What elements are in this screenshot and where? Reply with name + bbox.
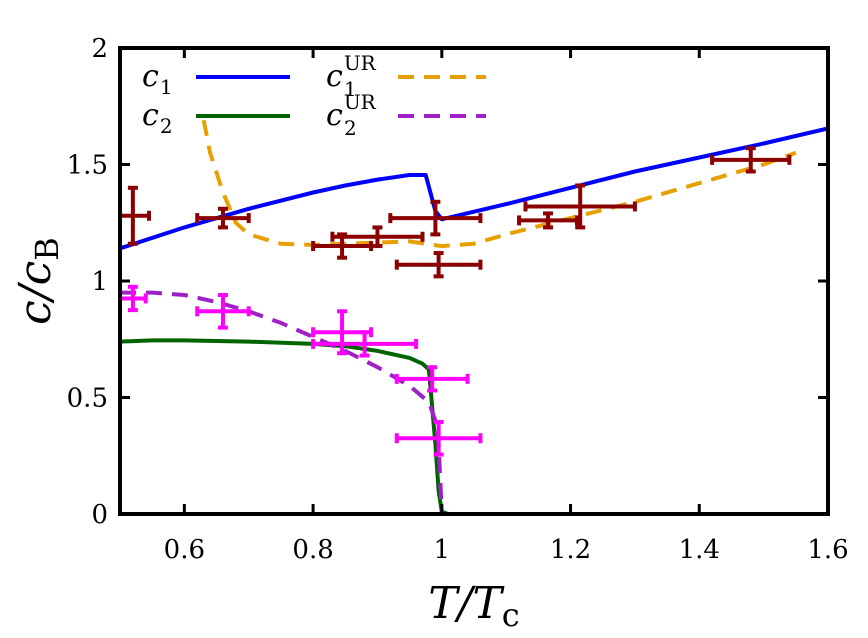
error-point-c1-data <box>710 146 792 174</box>
x-tick-label: 0.6 <box>164 535 205 565</box>
error-point-c1-data <box>330 225 425 249</box>
y-tick-label: 1 <box>91 267 108 297</box>
error-bar-layer <box>120 146 792 457</box>
y-tick-label: 1.5 <box>67 151 108 181</box>
y-tick-label: 2 <box>91 34 108 64</box>
legend-entry-c1: c1 <box>142 59 290 99</box>
x-tick-label: 1.4 <box>679 535 720 565</box>
error-point-c1-data <box>517 211 579 230</box>
error-point-c1-data <box>120 185 151 246</box>
series-line-c1 <box>120 126 828 251</box>
error-point-c2-data <box>311 309 374 356</box>
series-line-c1UR <box>201 119 797 249</box>
x-tick-label: 0.8 <box>292 535 333 565</box>
legend-entry-c2UR: cUR 2 <box>326 90 486 140</box>
error-point-c1-data <box>311 232 374 260</box>
legend-label: cUR 2 <box>326 90 377 140</box>
x-axis-label: T/Tc <box>428 578 519 634</box>
error-point-c2-data <box>120 284 148 313</box>
y-tick-label: 0 <box>91 500 108 530</box>
error-point-c2-data <box>394 419 483 457</box>
legend-label: cUR 1 <box>326 51 377 101</box>
legend-label: c1 <box>142 59 173 99</box>
error-point-c1-data <box>394 251 483 279</box>
x-tick-label: 1.2 <box>550 535 591 565</box>
x-tick-label: 1.6 <box>807 535 848 565</box>
error-point-c1-data <box>195 206 251 230</box>
error-point-c2-data <box>394 365 470 393</box>
y-axis: 0 0.5 1 1.5 2 <box>67 34 828 530</box>
legend-entry-c2: c2 <box>142 98 290 138</box>
y-axis-label: c/cB <box>10 237 66 325</box>
legend-label: c2 <box>142 98 173 138</box>
error-point-c2-data <box>195 292 251 330</box>
x-tick-label: 1 <box>434 535 451 565</box>
error-point-c1-data <box>523 183 637 230</box>
error-point-c1-data <box>388 199 483 237</box>
y-tick-label: 0.5 <box>67 384 108 414</box>
x-axis: 0.6 0.8 1 1.2 1.4 1.6 <box>164 48 849 565</box>
legend-entry-c1UR: cUR 1 <box>326 51 486 101</box>
error-point-c2-data <box>311 330 419 358</box>
